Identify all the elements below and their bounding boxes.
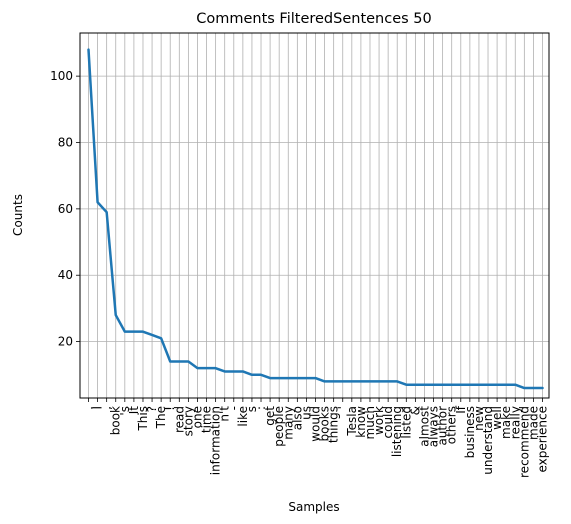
x-tick-label: work [372,406,386,435]
y-tick-label: 60 [58,202,73,216]
x-tick-label: recommend [517,406,531,478]
x-tick-label: Tesla [345,406,359,437]
y-axis-ticks: 20 40 60 80 100 [50,69,80,349]
x-tick-label: : [254,406,268,410]
x-tick-label: n't [218,406,232,422]
y-axis-label: Counts [11,194,25,236]
x-axis-label: Samples [288,500,339,514]
x-tick-label: listening [390,406,404,457]
x-tick-label: ' [336,406,350,409]
x-tick-label: information [209,406,223,475]
x-tick-label: well [490,406,504,430]
x-tick-label: experience [536,406,550,473]
x-tick-label: It [127,406,141,415]
x-tick-label: new [472,406,486,431]
x-tick-label: author [436,406,450,446]
y-tick-label: 20 [58,335,73,349]
chart-title: Comments FilteredSentences 50 [196,11,432,27]
x-tick-label: 's [118,406,132,416]
x-tick-label: ? [145,406,159,412]
x-tick-label: know [354,406,368,438]
x-tick-label: time [200,406,214,433]
x-tick-label: I [91,406,105,410]
x-tick-label: also [290,406,304,430]
x-tick-label: book [109,406,123,435]
x-tick-label: books [318,406,332,442]
x-axis-ticks: .I,book'sItThis?The!readstoryonetimeinfo… [82,398,550,478]
x-tick-label: much [363,406,377,440]
x-tick-label: ! [163,406,177,411]
x-tick-label: one [190,406,204,428]
x-tick-label: make [499,406,513,439]
x-tick-label: would [309,406,323,442]
x-tick-label: listed [399,406,413,439]
x-tick-label: - [227,406,241,410]
x-tick-label: people [272,406,286,447]
x-tick-label: many [281,406,295,440]
x-tick-label: almost [417,406,431,447]
x-tick-label: s [245,406,259,412]
x-tick-label: , [100,406,114,410]
y-tick-label: 80 [58,136,73,150]
x-tick-label: business [463,406,477,458]
x-tick-label: . [82,406,96,410]
y-tick-label: 100 [50,69,73,83]
x-tick-label: us [299,406,313,420]
x-tick-label: The [154,406,168,429]
x-tick-label: understand [481,406,495,475]
x-tick-label: & [408,406,422,415]
x-tick-label: made [526,406,540,440]
x-tick-label: others [445,406,459,444]
x-tick-label: This [136,406,150,432]
gridlines [80,33,549,398]
y-tick-label: 40 [58,268,73,282]
x-tick-label: like [236,406,250,427]
x-tick-label: always [427,406,441,447]
x-tick-label: things [327,406,341,443]
x-tick-label: read [172,406,186,433]
x-tick-label: If [454,405,468,414]
x-tick-label: really [508,406,522,439]
plot-area-frame [79,32,550,399]
x-tick-label: could [381,406,395,439]
x-tick-label: get [263,406,277,426]
series-line [87,48,544,390]
x-tick-label: story [181,406,195,436]
